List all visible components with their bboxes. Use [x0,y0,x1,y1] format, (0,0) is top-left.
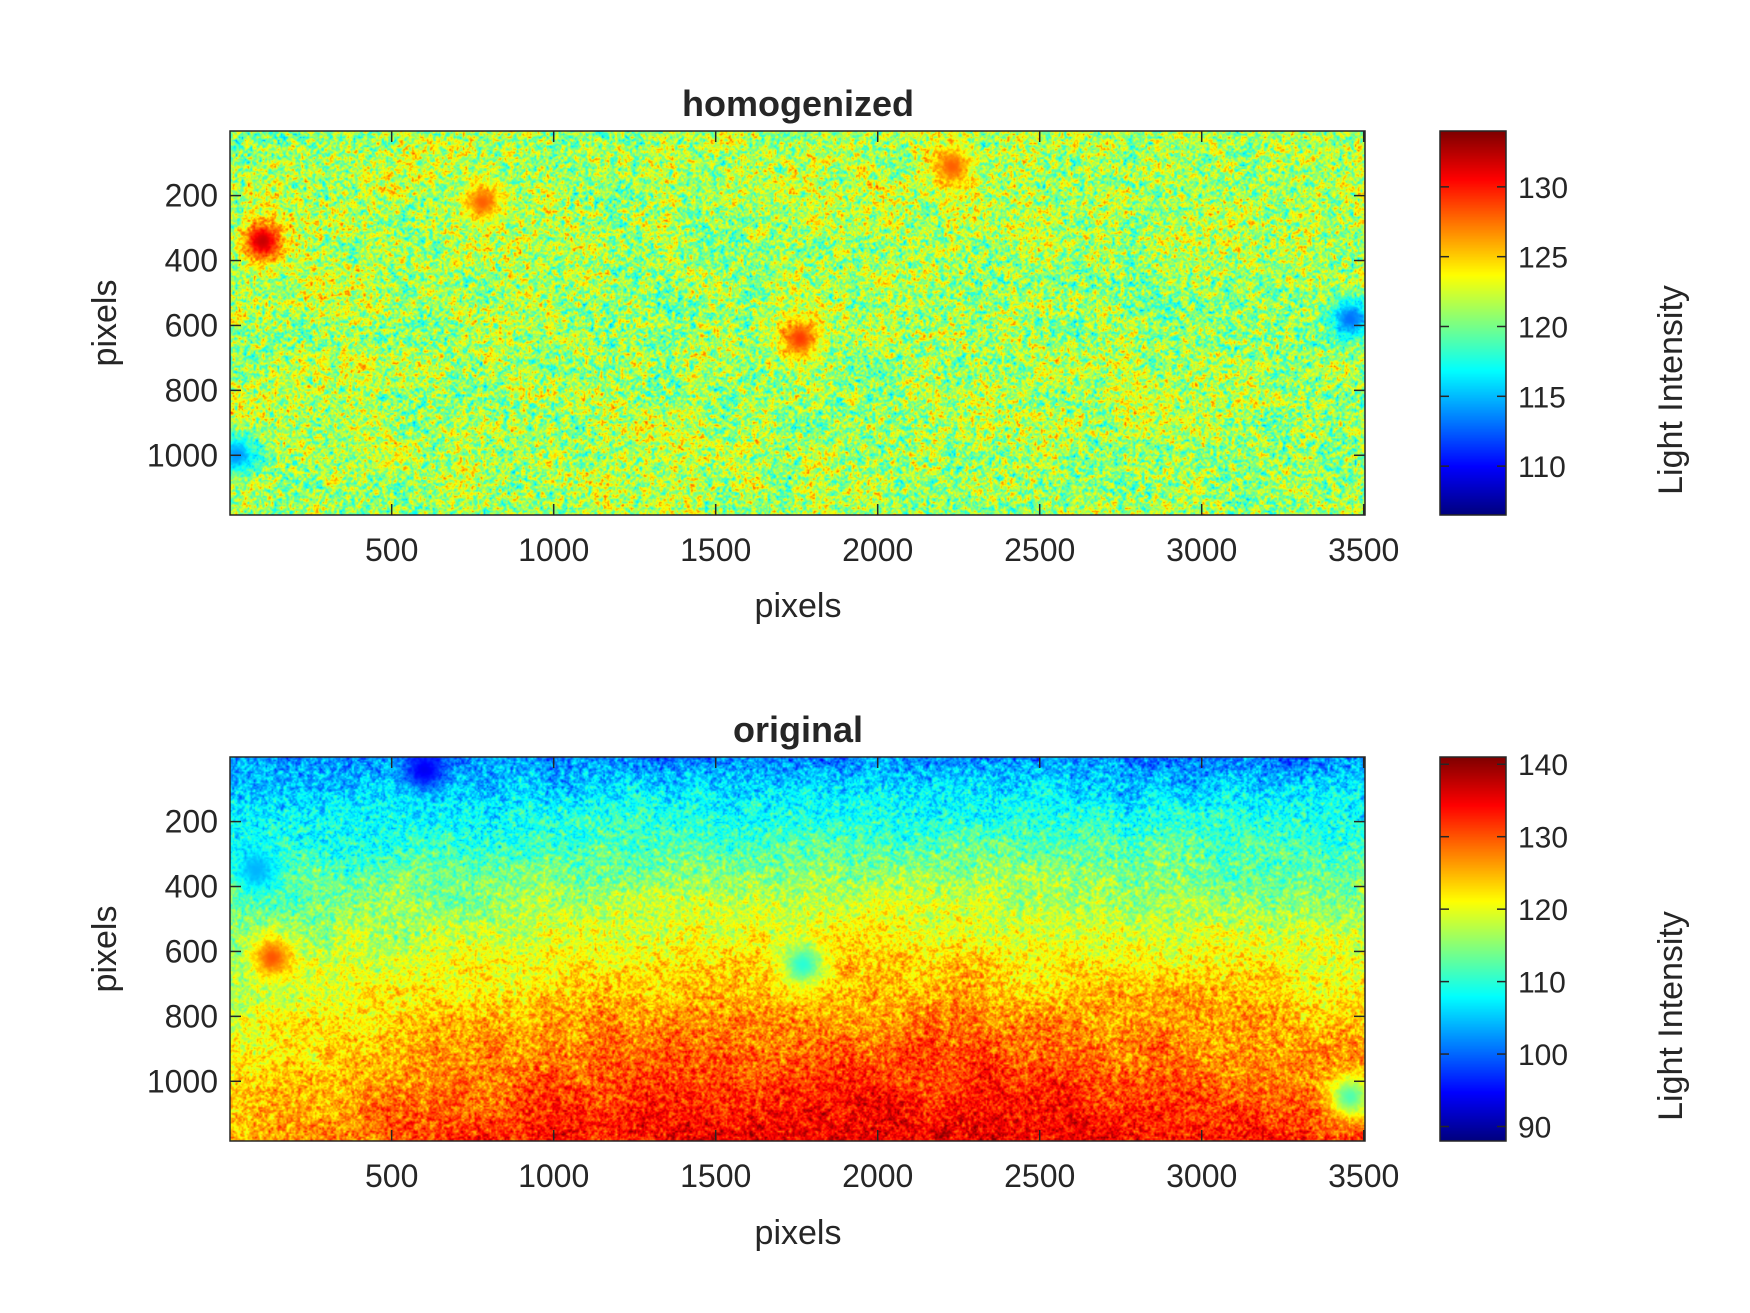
x-tick-label: 3000 [1166,1158,1237,1194]
colorbar-gradient-homogenized [1440,131,1506,515]
x-tick-label: 3500 [1328,532,1399,568]
x-tick-label: 2000 [842,1158,913,1194]
colorbar-tick-label: 110 [1518,451,1566,484]
axes-box [229,130,1366,516]
y-tick-label: 200 [165,178,218,214]
y-tick-label: 400 [165,869,218,905]
x-tick-label: 3500 [1328,1158,1399,1194]
y-tick-label: 800 [165,372,218,408]
x-axis-label: pixels [755,1214,842,1252]
axes-box [229,756,1366,1142]
y-axis-label: pixels [86,906,124,993]
x-tick-label: 1500 [680,1158,751,1194]
x-tick-label: 2500 [1004,532,1075,568]
panel-original: original 500 1000 1500 2000 2500 3000 3500 200… [86,709,1690,1252]
x-tick-label: 500 [365,532,418,568]
y-ticks: 200 400 600 800 1000 [147,804,1365,1099]
colorbar-box [1439,130,1507,516]
colorbar-tick-label: 125 [1518,242,1568,275]
x-tick-label: 2000 [842,532,913,568]
colorbar-tick-label: 140 [1518,749,1568,782]
y-tick-label: 1000 [147,1063,218,1099]
colorbar-tick-label: 130 [1518,172,1568,205]
x-tick-label: 1500 [680,532,751,568]
panel-title: original [733,709,863,750]
x-tick-label: 1000 [518,1158,589,1194]
x-ticks: 500 1000 1500 2000 2500 3000 3500 [365,131,1399,568]
x-tick-label: 2500 [1004,1158,1075,1194]
colorbar-tick-label: 130 [1518,822,1568,855]
x-ticks: 500 1000 1500 2000 2500 3000 3500 [365,757,1399,1194]
colorbar-tick-label: 120 [1518,311,1568,344]
y-tick-label: 200 [165,804,218,840]
y-tick-label: 400 [165,243,218,279]
y-tick-label: 800 [165,998,218,1034]
colorbar-tick-label: 120 [1518,894,1568,927]
colorbar-tick-label: 110 [1518,967,1566,1000]
heatmap-image-homogenized [230,131,1365,515]
y-ticks: 200 400 600 800 1000 [147,178,1365,473]
y-tick-label: 600 [165,307,218,343]
y-tick-label: 1000 [147,437,218,473]
colorbar-ticks: 110 115 120 125 130 [1440,172,1568,484]
colorbar-tick-label: 90 [1518,1112,1551,1145]
x-tick-label: 500 [365,1158,418,1194]
colorbar-box [1439,756,1507,1142]
colorbar-ticks: 90 100 110 120 130 140 [1440,749,1568,1145]
colorbar-gradient-original [1440,757,1506,1141]
x-axis-label: pixels [755,587,842,625]
y-tick-label: 600 [165,933,218,969]
heatmap-image-original [230,757,1365,1141]
panel-homogenized: homogenized 500 1000 1500 2000 2500 3000 3500 … [86,83,1690,625]
colorbar-tick-label: 100 [1518,1039,1568,1072]
x-tick-label: 3000 [1166,532,1237,568]
colorbar-label: Light Intensity [1652,911,1690,1121]
panel-title: homogenized [682,83,914,124]
y-axis-label: pixels [86,280,124,367]
x-tick-label: 1000 [518,532,589,568]
colorbar-tick-label: 115 [1518,381,1566,414]
colorbar-label: Light Intensity [1652,285,1690,495]
